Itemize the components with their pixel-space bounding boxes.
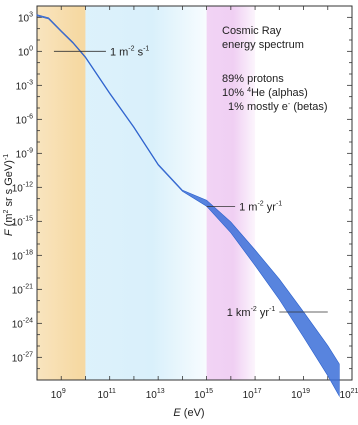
- y-tick-label: 10-18: [12, 249, 33, 262]
- x-axis-ticks: 109 1011 1013 1015 1017 1019 1021: [36, 6, 358, 401]
- energy-band-2: [206, 6, 256, 380]
- composition-protons: 89% protons: [222, 73, 284, 85]
- y-tick-label: 10-21: [12, 283, 33, 296]
- energy-band-0: [37, 6, 86, 380]
- y-tick-label: 10-27: [12, 351, 33, 364]
- spectrum-line: [36, 14, 340, 398]
- helium-pct: 10%: [222, 87, 247, 99]
- chart-title: Cosmic Ray energy spectrum: [222, 25, 304, 51]
- y-axis-ticks: 103 100 10-3 10-6 10-9 10-12 10-15 10-18 10-21 10…: [12, 5, 352, 381]
- y-axis-label: F (m2 sr s GeV)-1: [3, 154, 15, 236]
- annotation-label: 1 m-2 yr-1: [239, 201, 282, 214]
- annotation-label: 1 km-2 yr-1: [227, 306, 276, 319]
- flux-annotations: 1 m-2 s-1 1 m-2 yr-1 1 km-2 yr-1: [53, 45, 328, 319]
- svg-text:Cosmic Ray: Cosmic Ray: [222, 25, 282, 37]
- plot-frame: [36, 5, 353, 381]
- y-tick-label: 10-12: [12, 181, 33, 194]
- y-tick-label: 10-6: [16, 113, 33, 126]
- y-tick-label: 100: [18, 45, 33, 58]
- composition-list: 89% protons 10% 4He (alphas) 1% mostly e…: [222, 73, 328, 113]
- x-tick-label: 1017: [243, 388, 262, 401]
- y-tick-label: 10-3: [16, 79, 33, 92]
- energy-bands: [37, 6, 256, 380]
- y-tick-label: 103: [18, 11, 33, 24]
- svg-text:F (m2 sr s GeV)-1: F (m2 sr s GeV)-1: [3, 154, 15, 236]
- x-tick-label: 1013: [146, 388, 165, 401]
- y-tick-label: 10-24: [12, 317, 33, 330]
- x-tick-label: 1015: [194, 388, 213, 401]
- x-tick-label: 1019: [291, 388, 310, 401]
- svg-text:energy spectrum: energy spectrum: [222, 39, 304, 51]
- x-tick-label: 109: [51, 388, 66, 401]
- x-axis-label: E (eV): [173, 407, 204, 419]
- annotation-label: 1 m-2 s-1: [110, 45, 149, 58]
- y-tick-label: 10-15: [12, 215, 33, 228]
- composition-helium: 10% 4He (alphas): [222, 87, 308, 99]
- x-tick-label: 1011: [97, 388, 115, 401]
- composition-electrons: 1% mostly e- (betas): [228, 101, 328, 113]
- y-tick-label: 10-9: [16, 147, 33, 160]
- x-tick-label: 1021: [340, 388, 358, 401]
- spectrum-series: [36, 14, 340, 398]
